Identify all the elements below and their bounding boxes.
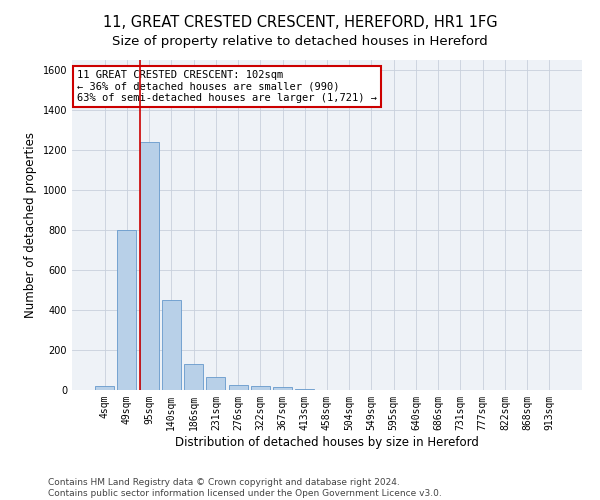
Bar (162, 300, 181, 390)
Bar (118, 230, 136, 390)
Bar (229, 385, 248, 390)
Bar (295, 389, 314, 390)
Bar (184, 364, 203, 390)
Text: 11, GREAT CRESTED CRESCENT, HEREFORD, HR1 1FG: 11, GREAT CRESTED CRESCENT, HEREFORD, HR… (103, 15, 497, 30)
Bar (273, 387, 292, 390)
Bar (251, 386, 270, 390)
X-axis label: Distribution of detached houses by size in Hereford: Distribution of detached houses by size … (175, 436, 479, 448)
Text: Size of property relative to detached houses in Hereford: Size of property relative to detached ho… (112, 35, 488, 48)
Bar (95, 386, 114, 390)
Bar (140, 142, 158, 390)
Y-axis label: Number of detached properties: Number of detached properties (24, 132, 37, 318)
Bar (206, 377, 225, 390)
Text: Contains HM Land Registry data © Crown copyright and database right 2024.
Contai: Contains HM Land Registry data © Crown c… (48, 478, 442, 498)
Text: 11 GREAT CRESTED CRESCENT: 102sqm
← 36% of detached houses are smaller (990)
63%: 11 GREAT CRESTED CRESCENT: 102sqm ← 36% … (77, 70, 377, 103)
